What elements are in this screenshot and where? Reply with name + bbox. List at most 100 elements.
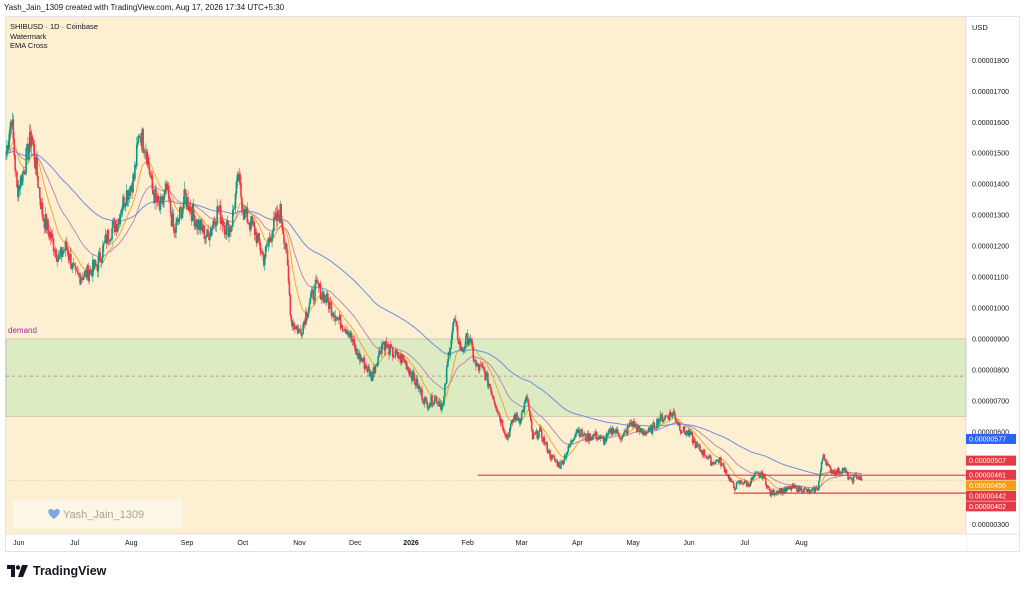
candle-body <box>796 491 799 492</box>
candle-body <box>818 475 821 482</box>
candle-body <box>537 437 539 439</box>
candle-body <box>315 280 317 285</box>
candle-body <box>359 357 362 362</box>
demand-zone-label: demand <box>8 326 37 335</box>
candle-body <box>485 373 487 381</box>
candle-body <box>800 487 803 492</box>
candle-body <box>759 475 762 478</box>
candle-body <box>543 437 546 445</box>
candle-body <box>311 289 314 291</box>
candle-body <box>445 367 448 384</box>
candle-body <box>622 434 624 437</box>
candle-body <box>594 431 597 436</box>
candle-body <box>305 312 307 325</box>
candle-body <box>217 206 219 210</box>
candle-body <box>815 487 817 488</box>
candle-body <box>424 397 427 399</box>
candle-body <box>43 220 46 229</box>
candle-body <box>693 439 696 442</box>
watermark-text: Yash_Jain_1309 <box>63 509 144 521</box>
candle-body <box>97 256 100 272</box>
candle-body <box>380 344 383 355</box>
candle-body <box>411 376 413 382</box>
candle-body <box>164 188 166 194</box>
candle-body <box>659 414 662 422</box>
candle-body <box>855 474 858 478</box>
candle-body <box>696 442 698 446</box>
candle-body <box>214 221 217 226</box>
candle-body <box>316 280 319 284</box>
candle-body <box>428 405 431 408</box>
candle-body <box>182 203 185 209</box>
candle-body <box>257 233 260 236</box>
candle-body <box>756 472 759 474</box>
candle-body <box>461 347 464 352</box>
candle-body <box>852 475 855 483</box>
candle-body <box>375 364 378 367</box>
candle-body <box>615 429 617 434</box>
candle-body <box>7 145 9 150</box>
candle-body <box>119 214 122 224</box>
candle-body <box>708 456 710 459</box>
candle-body <box>782 489 784 494</box>
candle-body <box>348 333 350 336</box>
candle-body <box>535 430 538 434</box>
legend-ema-cross: EMA Cross <box>10 41 48 50</box>
candle-body <box>783 489 785 493</box>
candle-body <box>781 488 784 494</box>
candle-body <box>500 419 503 423</box>
candle-body <box>35 157 37 169</box>
candle-body <box>845 469 848 474</box>
candle-body <box>828 465 831 468</box>
candle-body <box>107 229 110 241</box>
candle-body <box>306 314 309 318</box>
candle-body <box>134 164 136 180</box>
candle-body <box>60 247 62 255</box>
candle-body <box>464 346 466 349</box>
candle-body <box>739 480 741 484</box>
candle-body <box>625 430 627 432</box>
candle-body <box>809 490 812 494</box>
price-label-text: 0.00000577 <box>969 436 1006 443</box>
candle-body <box>135 144 138 167</box>
candle-body <box>594 433 596 436</box>
candle-body <box>647 432 649 433</box>
candle-body <box>26 143 28 149</box>
candle-body <box>262 251 264 255</box>
brand-footer[interactable]: TradingView <box>7 564 106 578</box>
candle-body <box>328 302 331 309</box>
candle-body <box>387 344 389 346</box>
candle-body <box>547 451 549 453</box>
candle-body <box>132 174 134 193</box>
candle-body <box>474 360 476 362</box>
price-scale[interactable] <box>966 17 1019 534</box>
candle-body <box>260 250 262 254</box>
candle-body <box>720 457 722 466</box>
candle-body <box>778 489 781 492</box>
candle-body <box>143 150 145 153</box>
candle-body <box>220 205 222 224</box>
candle-body <box>5 153 7 155</box>
candle-body <box>373 367 376 374</box>
time-scale[interactable] <box>6 534 966 551</box>
candle-body <box>700 450 703 454</box>
candle-body <box>835 469 837 475</box>
candle-body <box>559 467 561 469</box>
candle-body <box>632 421 634 427</box>
candle-body <box>679 430 682 434</box>
candle-body <box>68 256 70 261</box>
candle-body <box>179 207 182 209</box>
candle-body <box>506 434 508 440</box>
candle-body <box>805 488 807 490</box>
candle-body <box>549 450 551 458</box>
currency-label[interactable]: USD <box>972 23 988 32</box>
chart-legend[interactable]: SHIBUSD · 1D · Coinbase Watermark EMA Cr… <box>10 22 98 51</box>
candle-body <box>505 434 507 437</box>
x-tick-label: Feb <box>462 540 474 547</box>
x-tick-label: Jun <box>683 540 694 547</box>
candle-body <box>679 423 681 431</box>
candle-body <box>468 338 471 343</box>
candle-body <box>333 315 336 317</box>
candle-body <box>236 174 239 183</box>
